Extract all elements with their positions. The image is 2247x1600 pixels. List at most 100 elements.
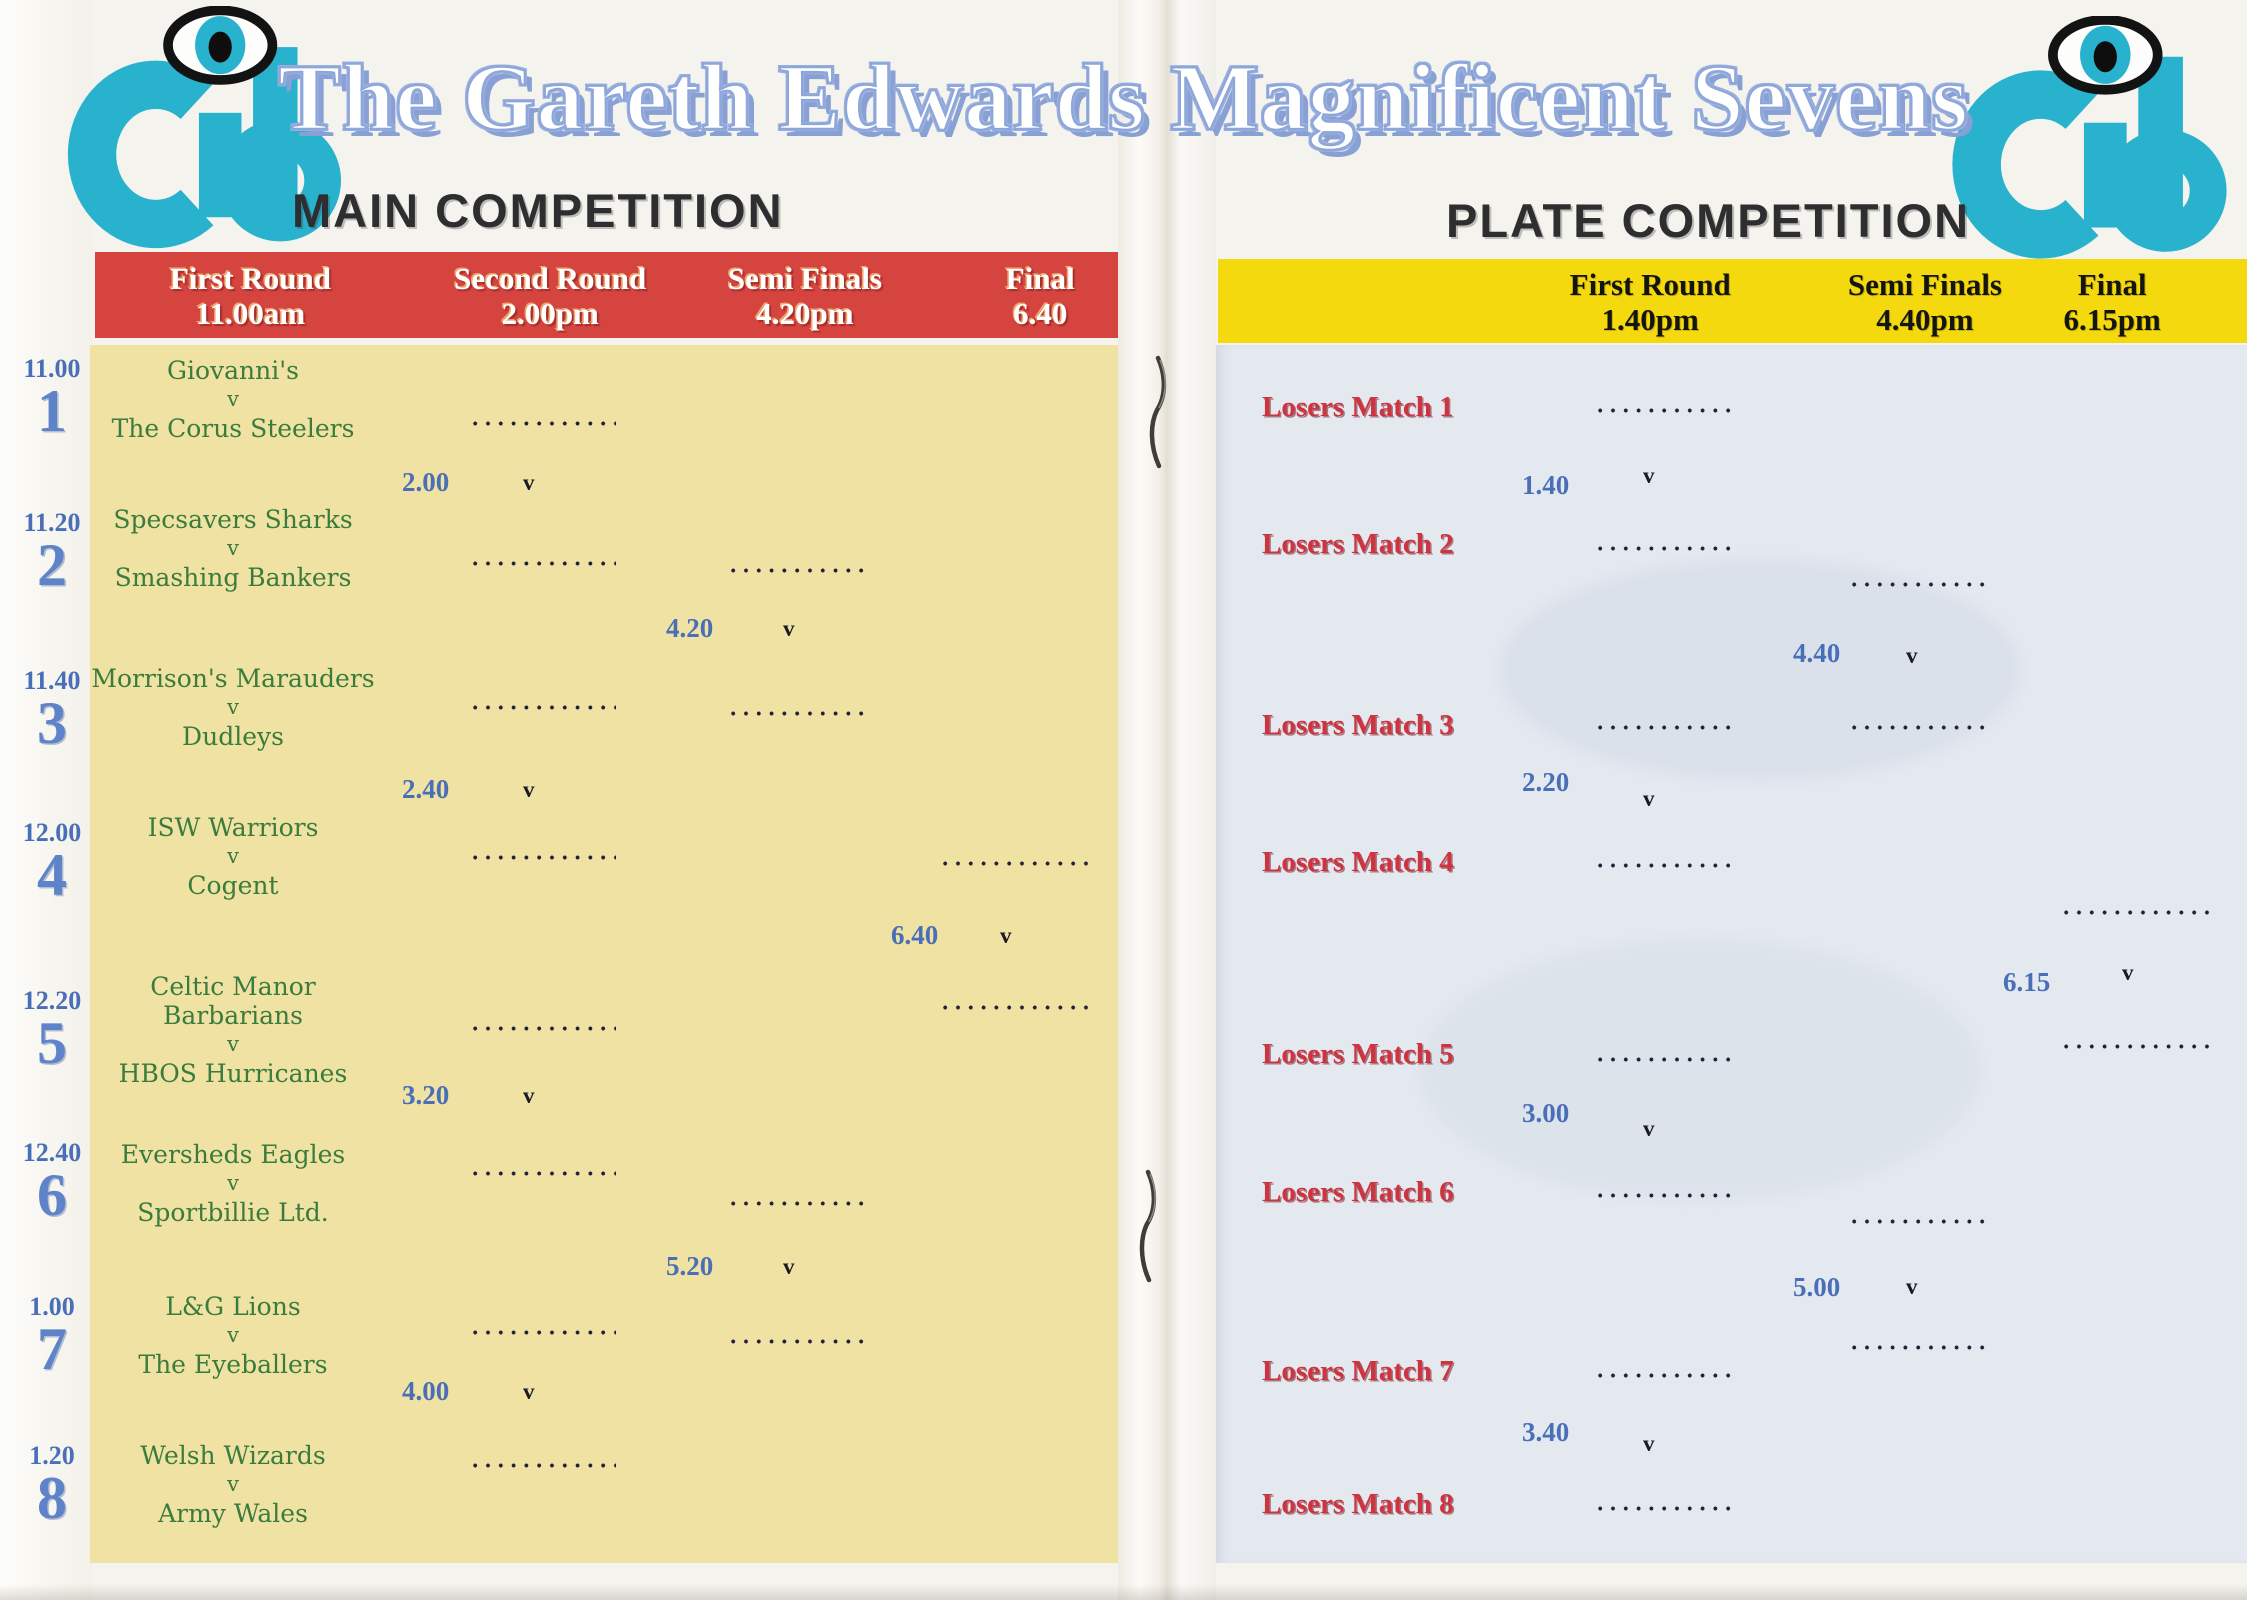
match-number: 6: [37, 1162, 67, 1228]
winner-line: [473, 705, 616, 710]
match-2-teams: Specsavers Sharks v Smashing Bankers: [88, 505, 378, 592]
second-round-time: 2.40: [402, 774, 450, 804]
round-label: Semi Finals: [1847, 267, 2002, 302]
cib-eye-logo: [1952, 16, 2227, 259]
winner-line: [943, 861, 1089, 866]
first-round-time: 2.20: [1522, 767, 1570, 797]
team-a: Giovanni's: [167, 356, 299, 385]
round-time: 6.40: [1013, 296, 1068, 331]
losers-match-label: Losers Match 7: [1262, 1355, 1454, 1387]
match-3-teams: Morrison's Marauders v Dudleys: [88, 664, 378, 751]
versus-label: v: [227, 1323, 239, 1347]
winner-line: [1598, 546, 1734, 551]
team-b: Army Wales: [158, 1499, 308, 1528]
kickoff-time: 11.00: [23, 354, 81, 383]
match-5-teams: Celtic Manor Barbarians v HBOS Hurricane…: [88, 972, 378, 1088]
losers-match-label: Losers Match 4: [1262, 846, 1454, 878]
losers-match-label: Losers Match 5: [1262, 1038, 1454, 1070]
kickoff-time: 11.40: [23, 666, 81, 695]
final-time: 6.40: [891, 920, 939, 950]
winner-line: [473, 561, 616, 566]
main-header-second-round: Second Round 2.00pm: [454, 261, 646, 331]
winner-line: [473, 1026, 616, 1031]
kickoff-time: 12.40: [22, 1138, 82, 1167]
match-slot-8: 1.20 8: [14, 1441, 90, 1531]
semi-final-time: 5.20: [666, 1251, 714, 1281]
losers-match-label: Losers Match 3: [1262, 709, 1454, 741]
plate-competition-heading: PLATE COMPETITION: [1446, 194, 1971, 247]
winner-line: [1598, 1057, 1734, 1062]
versus-label: v: [227, 695, 239, 719]
winner-line: [731, 1201, 871, 1206]
main-header-final: Final 6.40: [1006, 261, 1075, 331]
winner-line: [2064, 910, 2214, 915]
print-showthrough: [1500, 560, 2020, 780]
match-number: 1: [37, 378, 67, 444]
match-slot-6: 12.40 6: [14, 1138, 90, 1228]
kickoff-time: 11.20: [23, 508, 81, 537]
versus-label: v: [1906, 1274, 1918, 1299]
kickoff-time: 12.20: [22, 986, 82, 1015]
versus-label: v: [227, 536, 239, 560]
losers-match-label: Losers Match 6: [1262, 1176, 1454, 1208]
versus-label: v: [523, 777, 535, 802]
scan-edge-shadow: [0, 1584, 2247, 1600]
team-b: Sportbillie Ltd.: [137, 1198, 329, 1227]
match-6-teams: Eversheds Eagles v Sportbillie Ltd.: [88, 1140, 378, 1227]
versus-label: v: [1643, 1116, 1655, 1141]
round-time: 11.00am: [195, 296, 306, 331]
losers-match-label: Losers Match 1: [1262, 391, 1454, 423]
semi-final-time: 4.20: [666, 613, 714, 643]
winner-line: [1852, 725, 1992, 730]
winner-line: [731, 568, 871, 573]
match-number: 8: [37, 1465, 67, 1531]
versus-label: v: [523, 470, 535, 495]
second-round-time: 2.00: [402, 467, 450, 497]
main-header-semi-finals: Semi Finals 4.20pm: [728, 261, 882, 331]
winner-line: [1598, 408, 1734, 413]
cib-eye-logo: [67, 6, 342, 249]
round-label: Semi Finals: [727, 261, 883, 296]
plate-header-semi-finals: Semi Finals 4.40pm: [1848, 267, 2002, 337]
team-b: HBOS Hurricanes: [118, 1059, 348, 1088]
winner-line: [2064, 1044, 2214, 1049]
winner-line: [1852, 1345, 1992, 1350]
team-a: ISW Warriors: [147, 813, 319, 842]
winner-line: [731, 711, 871, 716]
team-b: The Eyeballers: [138, 1350, 328, 1379]
match-number: 7: [37, 1316, 67, 1382]
round-label: Final: [1005, 261, 1075, 296]
versus-label: v: [783, 616, 795, 641]
second-round-time: 4.00: [402, 1376, 450, 1406]
team-a: L&G Lions: [165, 1292, 301, 1321]
staple-icon: [1139, 1169, 1157, 1283]
team-a: Celtic Manor Barbarians: [150, 972, 316, 1030]
versus-label: v: [227, 1472, 239, 1496]
versus-label: v: [1906, 643, 1918, 668]
round-time: 4.40pm: [1876, 302, 1974, 337]
team-b: The Corus Steelers: [111, 414, 355, 443]
match-slot-7: 1.00 7: [14, 1292, 90, 1382]
round-label: Final: [2077, 267, 2147, 302]
winner-line: [1598, 863, 1734, 868]
plate-header-final: Final 6.15pm: [2064, 267, 2161, 337]
round-label: First Round: [1569, 267, 1731, 302]
kickoff-time: 12.00: [22, 818, 82, 847]
round-label: First Round: [169, 261, 332, 296]
team-a: Eversheds Eagles: [120, 1140, 346, 1169]
semi-final-time: 4.40: [1793, 638, 1841, 668]
winner-line: [1598, 1373, 1734, 1378]
versus-label: v: [1643, 463, 1655, 488]
main-header-first-round: First Round 11.00am: [170, 261, 331, 331]
match-8-teams: Welsh Wizards v Army Wales: [88, 1441, 378, 1528]
versus-label: v: [1643, 786, 1655, 811]
team-a: Welsh Wizards: [140, 1441, 326, 1470]
match-slot-4: 12.00 4: [14, 818, 90, 905]
staple-icon: [1149, 355, 1167, 469]
first-round-time: 1.40: [1522, 470, 1570, 500]
match-number: 2: [37, 532, 67, 598]
winner-line: [1598, 1193, 1734, 1198]
team-a: Specsavers Sharks: [113, 505, 353, 534]
first-round-time: 3.40: [1522, 1417, 1570, 1447]
versus-label: v: [1643, 1431, 1655, 1456]
